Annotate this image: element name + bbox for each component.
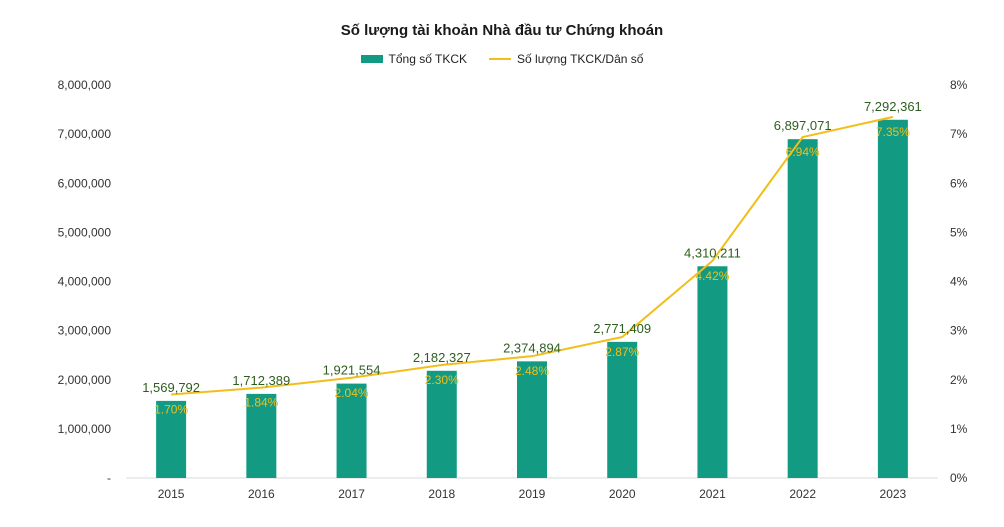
y-left-tick-label: 3,000,000: [58, 324, 112, 338]
bar: [336, 383, 367, 478]
line-data-label: 7.35%: [876, 125, 910, 139]
bar: [787, 139, 818, 478]
y-left-tick-label: 5,000,000: [58, 225, 112, 239]
y-left-tick-label: 1,000,000: [58, 422, 112, 436]
y-right-tick-label: 3%: [950, 324, 968, 338]
line-data-label: 1.70%: [154, 402, 188, 416]
x-tick-label: 2018: [428, 487, 455, 501]
line-data-label: 1.84%: [244, 396, 278, 410]
line-data-label: 2.30%: [425, 373, 459, 387]
y-left-tick-label: 7,000,000: [58, 127, 112, 141]
y-right-tick-label: 5%: [950, 225, 968, 239]
bar: [246, 393, 277, 478]
bar-data-label: 1,921,554: [323, 363, 381, 378]
y-right-tick-label: 6%: [950, 176, 968, 190]
bar-data-label: 2,182,327: [413, 350, 471, 365]
y-left-tick-label: 8,000,000: [58, 78, 112, 92]
x-tick-label: 2020: [609, 487, 636, 501]
bar: [156, 400, 187, 478]
legend-swatch-bar: [360, 55, 383, 63]
bar-data-label: 1,569,792: [142, 380, 200, 395]
x-tick-label: 2022: [789, 487, 816, 501]
legend-label-line: Số lượng TKCK/Dân số: [517, 52, 644, 66]
chart-title: Số lượng tài khoản Nhà đầu tư Chứng khoá…: [340, 22, 664, 39]
line-data-label: 4.42%: [695, 269, 729, 283]
y-left-tick-label: -: [107, 471, 111, 485]
y-right-tick-label: 8%: [950, 78, 968, 92]
line-series: [171, 115, 894, 396]
y-right-tick-label: 2%: [950, 373, 968, 387]
bar-data-label: 1,712,389: [232, 373, 290, 388]
line-data-label: 2.04%: [335, 386, 369, 400]
bar-data-label: 4,310,211: [684, 245, 741, 260]
legend-swatch-line: [489, 58, 512, 60]
y-left-tick-label: 6,000,000: [58, 176, 112, 190]
bar: [607, 341, 638, 478]
legend-label-bar: Tổng số TKCK: [388, 52, 468, 66]
bar: [517, 361, 547, 478]
bar-data-label: 2,771,409: [593, 321, 651, 336]
y-right-tick-label: 1%: [950, 422, 968, 436]
bar-data-label: 6,897,071: [774, 118, 832, 133]
bar: [877, 119, 908, 479]
line-data-label: 6.94%: [786, 145, 820, 159]
x-tick-label: 2019: [519, 487, 546, 501]
y-left-tick-label: 2,000,000: [58, 373, 112, 387]
legend-item-line: Số lượng TKCK/Dân số: [489, 52, 643, 66]
bar-data-label: 2,374,894: [503, 340, 561, 355]
bar: [426, 370, 457, 478]
x-tick-label: 2023: [880, 487, 907, 501]
y-right-tick-label: 7%: [950, 127, 968, 141]
legend: Tổng số TKCK Số lượng TKCK/Dân số: [0, 52, 1004, 66]
line-data-label: 2.87%: [605, 345, 639, 359]
y-left-tick-label: 4,000,000: [58, 275, 112, 289]
x-tick-label: 2021: [699, 487, 726, 501]
y-right-tick-label: 0%: [950, 471, 968, 485]
x-tick-label: 2015: [158, 487, 185, 501]
y-right-tick-label: 4%: [950, 275, 968, 289]
line-data-label: 2.48%: [515, 364, 549, 378]
bar-data-label: 7,292,361: [864, 99, 922, 114]
legend-item-bar: Tổng số TKCK: [360, 52, 468, 66]
bar: [697, 266, 728, 478]
x-tick-label: 2017: [338, 487, 365, 501]
x-tick-label: 2016: [248, 487, 275, 501]
